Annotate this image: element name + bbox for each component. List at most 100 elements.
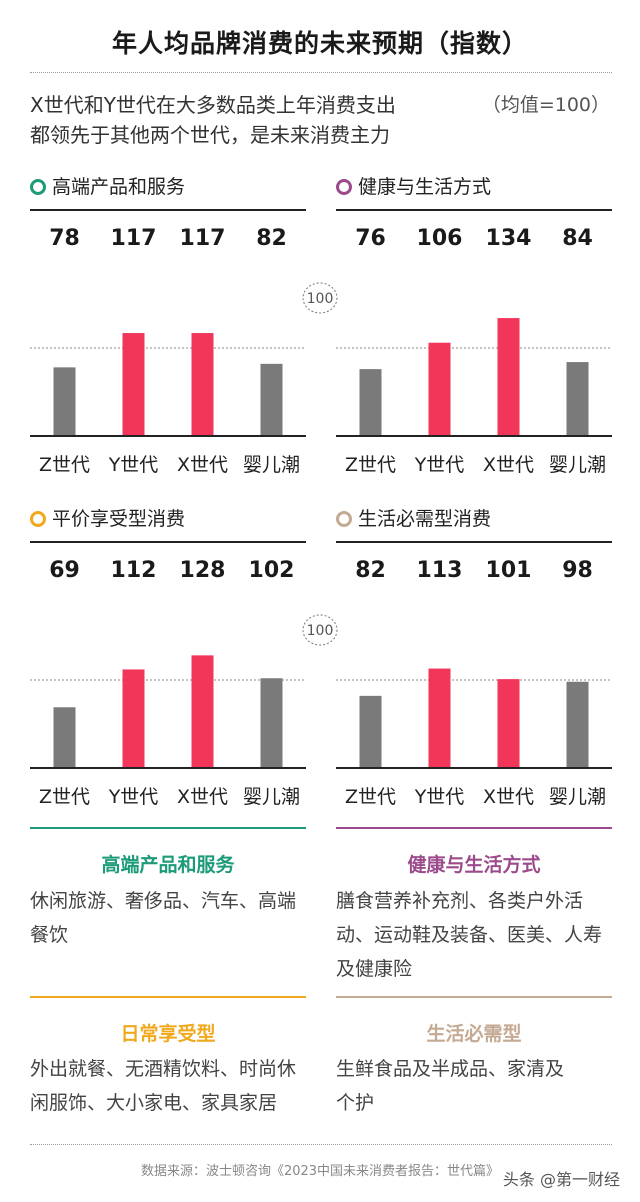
- panel-header: 健康与生活方式: [336, 172, 612, 202]
- bar: [260, 363, 283, 436]
- subtitle: X世代和Y世代在大多数品类上年消费支出 都领先于其他两个世代，是未来消费主力: [30, 90, 470, 150]
- category-label: 婴儿潮: [549, 786, 606, 808]
- data-label: 101: [486, 558, 532, 583]
- circle-marker-icon: [30, 511, 46, 527]
- description-line: 闲服饰、大小家电、家具家居: [30, 1092, 278, 1114]
- bar-chart: 76 Z世代 106 Y世代 134 X世代 84 婴儿潮: [336, 209, 612, 476]
- description-line: 动、运动鞋及装备、医美、人寿: [336, 924, 603, 946]
- data-label: 117: [111, 226, 157, 251]
- description-line: 餐饮: [30, 924, 69, 946]
- category-title: 健康与生活方式: [407, 854, 541, 876]
- category-label: Z世代: [345, 786, 396, 808]
- description-line: 外出就餐、无酒精饮料、时尚休: [30, 1058, 297, 1080]
- footer-divider: [30, 1144, 612, 1145]
- category-label: Y世代: [414, 454, 465, 476]
- panel-title: 平价享受型消费: [52, 508, 186, 530]
- data-label: 112: [111, 558, 157, 583]
- category-label: Y世代: [108, 786, 159, 808]
- baseline-badge: 100: [302, 282, 338, 314]
- description-line: 及健康险: [336, 958, 413, 980]
- chart-panel-essentials: 生活必需型消费 82 Z世代 113 Y世代 101 X世代 98 婴儿潮: [336, 504, 612, 808]
- bar: [359, 695, 382, 768]
- panel-header: 高端产品和服务: [30, 172, 306, 202]
- category-label: Z世代: [39, 454, 90, 476]
- bar: [497, 318, 520, 436]
- panel-header: 平价享受型消费: [30, 504, 306, 534]
- category-label: 婴儿潮: [549, 454, 606, 476]
- category-label: Z世代: [39, 786, 90, 808]
- average-note: （均值=100）: [481, 94, 610, 116]
- circle-marker-icon: [30, 179, 46, 195]
- bar: [359, 369, 382, 436]
- chart-panel-premium: 高端产品和服务 78 Z世代 117 Y世代 117 X世代 82 婴儿潮: [30, 172, 306, 476]
- category-divider: [30, 827, 306, 829]
- page-title: 年人均品牌消费的未来预期（指数）: [111, 29, 528, 58]
- data-label: 84: [562, 226, 593, 251]
- baseline-label: 100: [307, 291, 334, 307]
- panel-title: 生活必需型消费: [358, 508, 492, 530]
- description-line: 休闲旅游、奢侈品、汽车、高端: [30, 890, 297, 912]
- description-line: 生鲜食品及半成品、家清及: [336, 1058, 565, 1080]
- bar: [566, 362, 589, 436]
- data-label: 128: [180, 558, 226, 583]
- title-divider: [30, 72, 612, 73]
- category-description: 外出就餐、无酒精饮料、时尚休 闲服饰、大小家电、家具家居: [30, 1052, 312, 1120]
- category-divider: [336, 996, 612, 998]
- bar: [122, 669, 145, 768]
- baseline-label: 100: [307, 623, 334, 639]
- data-label: 78: [49, 226, 80, 251]
- bar: [260, 678, 283, 768]
- data-label: 134: [486, 226, 532, 251]
- data-label: 82: [256, 226, 287, 251]
- category-label: X世代: [483, 454, 534, 476]
- bar: [53, 707, 76, 768]
- category-description: 膳食营养补充剂、各类户外活 动、运动鞋及装备、医美、人寿 及健康险: [336, 884, 618, 986]
- subtitle-line: 都领先于其他两个世代，是未来消费主力: [30, 123, 390, 147]
- category-label: X世代: [483, 786, 534, 808]
- description-line: 个护: [336, 1092, 375, 1114]
- bar-chart: 82 Z世代 113 Y世代 101 X世代 98 婴儿潮: [336, 541, 612, 808]
- category-description: 休闲旅游、奢侈品、汽车、高端 餐饮: [30, 884, 312, 952]
- chart-panel-health: 健康与生活方式 76 Z世代 106 Y世代 134 X世代 84 婴儿潮: [336, 172, 612, 476]
- bar: [566, 681, 589, 768]
- bar: [428, 668, 451, 768]
- category-label: Z世代: [345, 454, 396, 476]
- bar: [191, 655, 214, 768]
- category-label: Y世代: [108, 454, 159, 476]
- chart-panel-affordable: 平价享受型消费 69 Z世代 112 Y世代 128 X世代 102 婴儿潮: [30, 504, 306, 808]
- category-description: 生鲜食品及半成品、家清及 个护: [336, 1052, 618, 1120]
- data-source: 数据来源：波士顿咨询《2023中国未来消费者报告：世代篇》: [140, 1164, 500, 1179]
- data-label: 106: [417, 226, 463, 251]
- watermark: 头条 @第一财经: [502, 1170, 620, 1189]
- subtitle-line: X世代和Y世代在大多数品类上年消费支出: [30, 93, 396, 117]
- category-divider: [336, 827, 612, 829]
- category-title: 生活必需型: [426, 1023, 522, 1045]
- data-label: 113: [417, 558, 463, 583]
- bar: [53, 367, 76, 436]
- circle-marker-icon: [336, 511, 352, 527]
- panel-header: 生活必需型消费: [336, 504, 612, 534]
- bar-chart: 69 Z世代 112 Y世代 128 X世代 102 婴儿潮: [30, 541, 306, 808]
- category-title: 日常享受型: [120, 1023, 216, 1045]
- data-label: 76: [355, 226, 386, 251]
- category-title: 高端产品和服务: [101, 854, 235, 876]
- data-label: 69: [49, 558, 80, 583]
- bar: [497, 679, 520, 768]
- category-label: 婴儿潮: [243, 786, 300, 808]
- panel-title: 健康与生活方式: [358, 176, 492, 198]
- circle-marker-icon: [336, 179, 352, 195]
- description-line: 膳食营养补充剂、各类户外活: [336, 890, 584, 912]
- data-label: 102: [249, 558, 295, 583]
- category-divider: [30, 996, 306, 998]
- category-label: 婴儿潮: [243, 454, 300, 476]
- category-label: Y世代: [414, 786, 465, 808]
- bar-chart: 78 Z世代 117 Y世代 117 X世代 82 婴儿潮: [30, 209, 306, 476]
- category-label: X世代: [177, 786, 228, 808]
- bar: [191, 333, 214, 436]
- data-label: 82: [355, 558, 386, 583]
- bar: [428, 342, 451, 436]
- baseline-badge: 100: [302, 614, 338, 646]
- panel-title: 高端产品和服务: [52, 176, 186, 198]
- bar: [122, 333, 145, 436]
- category-label: X世代: [177, 454, 228, 476]
